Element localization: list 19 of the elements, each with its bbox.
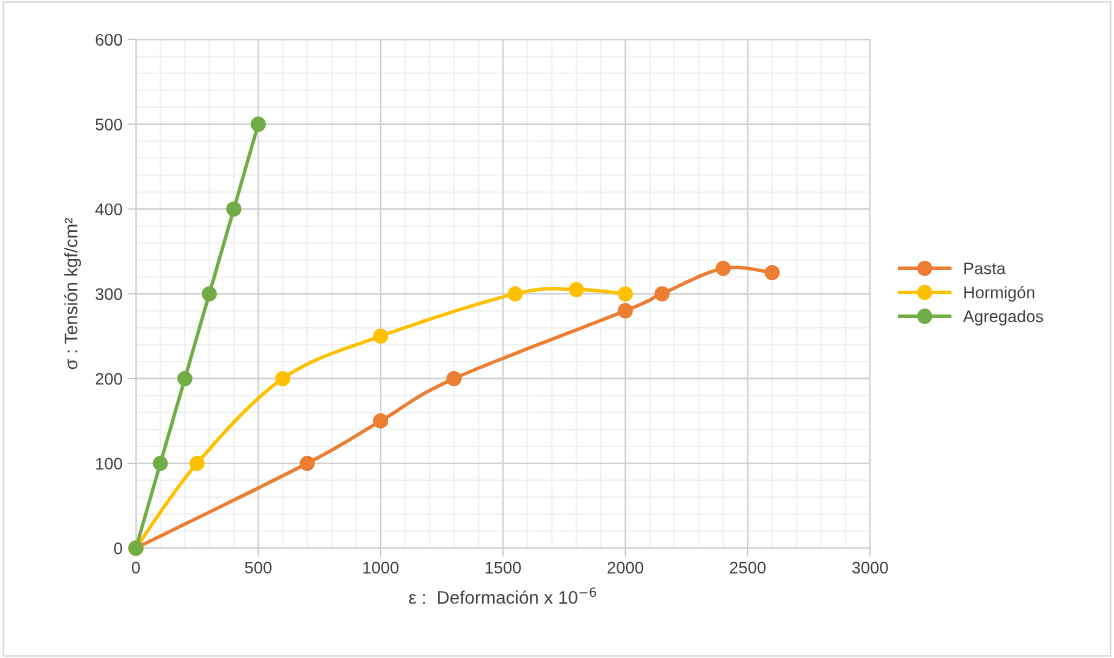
x-axis-title: ε : Deformación x 10$^{−6}$ — [409, 587, 597, 604]
legend-label: Pasta — [964, 262, 1006, 275]
y-tick-label: 300 — [95, 288, 123, 300]
x-tick-label: 1000 — [363, 561, 399, 574]
y-tick-label: 200 — [95, 372, 123, 385]
x-tick-label: 3000 — [852, 561, 888, 574]
y-tick-label: 0 — [114, 542, 123, 555]
y-tick-label: 500 — [95, 118, 123, 131]
y-axis-title: σ : Tensión kgf/cm² — [63, 217, 82, 370]
x-tick-label: 2000 — [607, 561, 644, 574]
legend-label: Agregados — [963, 310, 1044, 326]
x-tick-label: 2500 — [729, 561, 766, 574]
x-tick-label: 500 — [245, 561, 272, 574]
y-tick-label: 600 — [95, 33, 123, 46]
x-tick-label: 1500 — [485, 561, 521, 574]
x-tick-label: 0 — [131, 561, 140, 574]
y-tick-label: 400 — [95, 203, 123, 216]
y-tick-label: 100 — [96, 457, 123, 470]
legend-label: Hormigón — [964, 285, 1035, 302]
